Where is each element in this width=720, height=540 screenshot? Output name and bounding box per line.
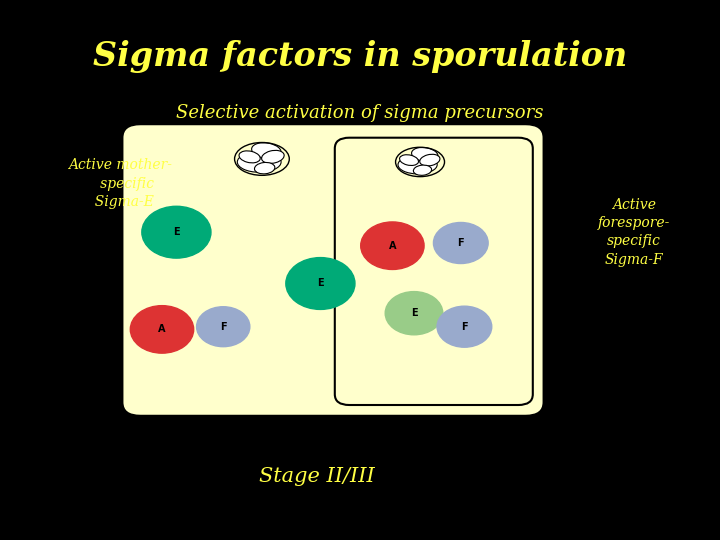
Text: E: E <box>173 227 180 237</box>
Circle shape <box>130 306 194 353</box>
Ellipse shape <box>400 155 418 165</box>
Circle shape <box>361 222 424 269</box>
Text: A: A <box>158 325 166 334</box>
Circle shape <box>433 222 488 264</box>
Text: Active
forespore-
specific
Sigma-F: Active forespore- specific Sigma-F <box>598 198 670 267</box>
Circle shape <box>437 306 492 347</box>
Ellipse shape <box>412 147 438 162</box>
Text: F: F <box>220 322 227 332</box>
Text: Active mother-
   specific
  Sigma-E: Active mother- specific Sigma-E <box>68 158 172 209</box>
Circle shape <box>385 292 443 335</box>
FancyBboxPatch shape <box>335 138 533 405</box>
Text: F: F <box>457 238 464 248</box>
Text: Selective activation of sigma precursors: Selective activation of sigma precursors <box>176 104 544 123</box>
Ellipse shape <box>251 143 282 159</box>
Circle shape <box>197 307 250 347</box>
Ellipse shape <box>238 152 281 172</box>
Circle shape <box>142 206 211 258</box>
Ellipse shape <box>398 156 437 174</box>
Text: E: E <box>410 308 418 318</box>
Text: E: E <box>317 279 324 288</box>
Text: F: F <box>461 322 468 332</box>
Ellipse shape <box>254 163 275 174</box>
Text: Sigma factors in sporulation: Sigma factors in sporulation <box>93 40 627 73</box>
Circle shape <box>286 258 355 309</box>
Text: Stage II/III: Stage II/III <box>259 467 374 486</box>
Ellipse shape <box>413 165 431 176</box>
Ellipse shape <box>239 151 260 163</box>
Ellipse shape <box>420 154 440 166</box>
Text: A: A <box>389 241 396 251</box>
FancyBboxPatch shape <box>122 124 544 416</box>
Ellipse shape <box>261 150 284 164</box>
